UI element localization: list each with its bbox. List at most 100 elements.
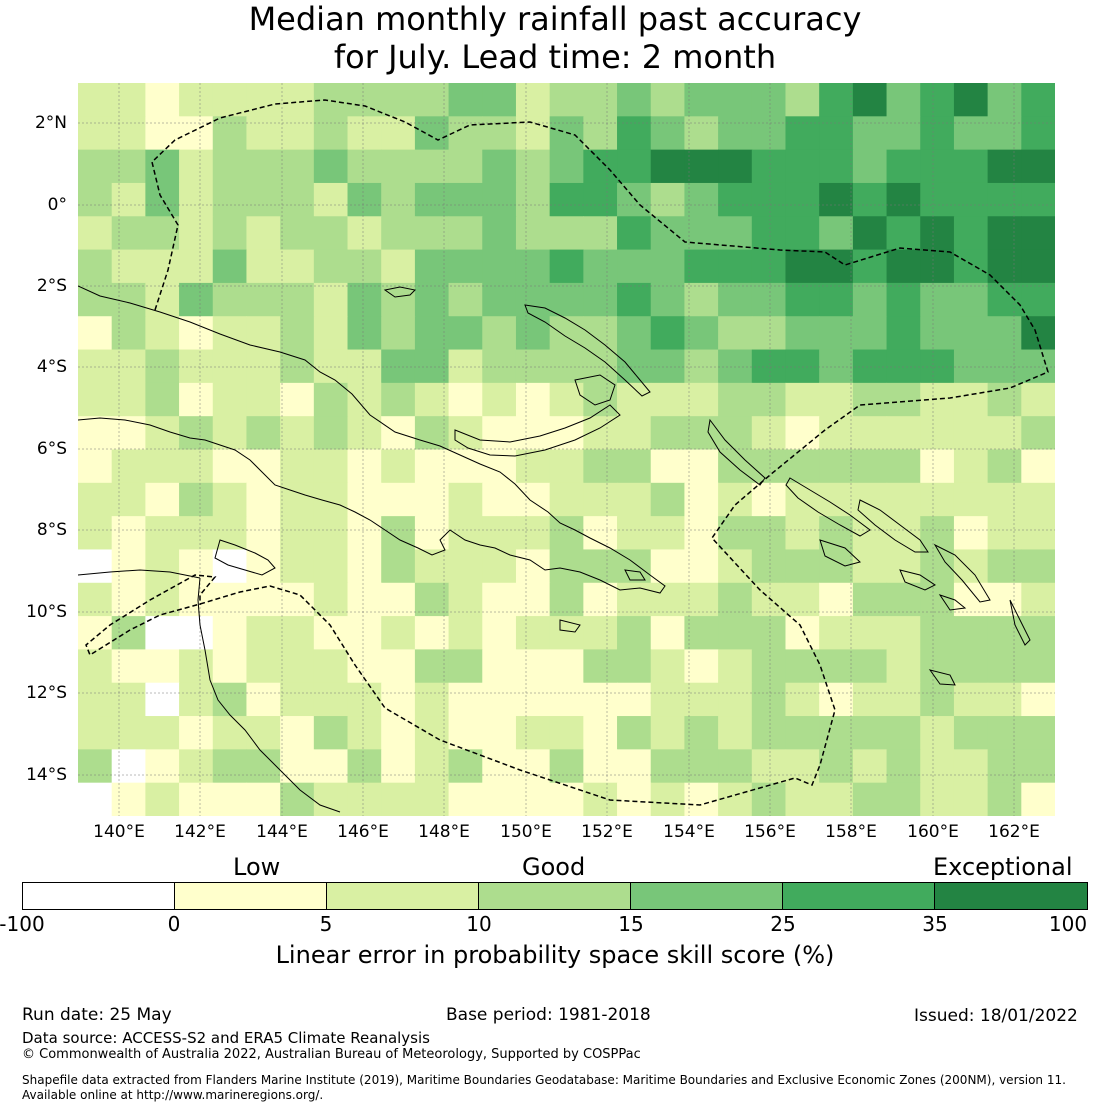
grid-cell	[718, 316, 753, 351]
grid-cell	[751, 582, 787, 617]
grid-cell	[313, 449, 349, 484]
grid-cell	[111, 749, 146, 784]
grid-cell	[313, 182, 349, 217]
grid-cell	[280, 649, 315, 684]
grid-cell	[515, 382, 551, 417]
grid-cell	[515, 83, 551, 117]
grid-cell	[212, 416, 248, 451]
grid-cell	[684, 149, 719, 184]
grid-cell	[718, 249, 753, 284]
grid-cell	[684, 449, 719, 484]
grid-cell	[718, 749, 753, 784]
lon-label: 150°E	[500, 822, 552, 842]
grid-cell	[886, 316, 921, 351]
grid-cell	[179, 449, 214, 484]
grid-cell	[246, 682, 281, 717]
grid-cell	[886, 482, 921, 517]
grid-cell	[852, 782, 888, 816]
skill-grid	[78, 83, 1055, 816]
grid-cell	[280, 382, 315, 417]
lon-label: 144°E	[256, 822, 308, 842]
grid-cell	[313, 482, 349, 517]
grid-cell	[313, 316, 349, 351]
grid-cell	[785, 649, 820, 684]
grid-cell	[886, 149, 921, 184]
grid-cell	[78, 582, 113, 617]
grid-cell	[718, 382, 753, 417]
grid-cell	[617, 249, 652, 284]
grid-cell	[953, 549, 989, 584]
data-source: Data source: ACCESS-S2 and ERA5 Climate …	[22, 1029, 430, 1047]
grid-cell	[179, 682, 214, 717]
grid-cell	[448, 83, 483, 117]
grid-cell	[414, 449, 450, 484]
grid-cell	[785, 482, 820, 517]
grid-cell	[1021, 416, 1055, 451]
grid-cell	[179, 749, 214, 784]
grid-cell	[246, 282, 281, 317]
colorbar-tick: 25	[770, 912, 796, 936]
grid-cell	[684, 482, 719, 517]
grid-cell	[650, 782, 686, 816]
grid-cell	[819, 216, 854, 251]
grid-cell	[852, 749, 888, 784]
grid-cell	[515, 616, 551, 651]
grid-cell	[179, 316, 214, 351]
grid-cell	[953, 616, 989, 651]
grid-cell	[987, 382, 1022, 417]
grid-cell	[583, 149, 618, 184]
grid-cell	[111, 649, 146, 684]
grid-cell	[987, 449, 1022, 484]
grid-cell	[482, 716, 517, 750]
grid-cell	[448, 449, 483, 484]
grid-cell	[111, 83, 146, 117]
grid-cell	[549, 649, 584, 684]
grid-cell	[212, 482, 248, 517]
grid-cell	[313, 749, 349, 784]
grid-cell	[819, 682, 854, 717]
grid-cell	[280, 549, 315, 584]
grid-cell	[751, 83, 787, 117]
grid-cell	[111, 782, 146, 816]
grid-cell	[987, 249, 1022, 284]
grid-cell	[886, 282, 921, 317]
grid-cell	[718, 83, 753, 117]
grid-cell	[414, 216, 450, 251]
grid-cell	[78, 649, 113, 684]
grid-cell	[515, 782, 551, 816]
lat-label: 12°S	[26, 683, 67, 703]
grid-cell	[953, 382, 989, 417]
lat-label: 8°S	[36, 520, 67, 540]
new-britain	[454, 404, 621, 457]
grid-cell	[785, 349, 820, 384]
grid-cell	[785, 83, 820, 117]
grid-cell	[718, 649, 753, 684]
grid-cell	[515, 349, 551, 384]
grid-cell	[212, 616, 248, 651]
grid-cell	[381, 149, 416, 184]
grid-cell	[953, 416, 989, 451]
grid-cell	[684, 349, 719, 384]
grid-cell	[886, 749, 921, 784]
lat-label: 4°S	[36, 357, 67, 377]
grid-cell	[617, 282, 652, 317]
grid-cell	[111, 416, 146, 451]
lon-label: 158°E	[825, 822, 877, 842]
grid-cell	[347, 616, 382, 651]
grid-cell	[280, 249, 315, 284]
grid-cell	[414, 149, 450, 184]
grid-cell	[347, 116, 382, 151]
graticule	[78, 83, 1055, 816]
grid-cell	[684, 582, 719, 617]
grid-cell	[111, 582, 146, 617]
grid-cell	[583, 449, 618, 484]
grid-cell	[111, 716, 146, 750]
grid-cell	[212, 149, 248, 184]
grid-cell	[684, 116, 719, 151]
shapefile-credit: Shapefile data extracted from Flanders M…	[22, 1073, 1066, 1087]
grid-cell	[987, 482, 1022, 517]
grid-cell	[650, 382, 686, 417]
grid-cell	[650, 616, 686, 651]
grid-cell	[650, 316, 686, 351]
grid-cell	[987, 316, 1022, 351]
